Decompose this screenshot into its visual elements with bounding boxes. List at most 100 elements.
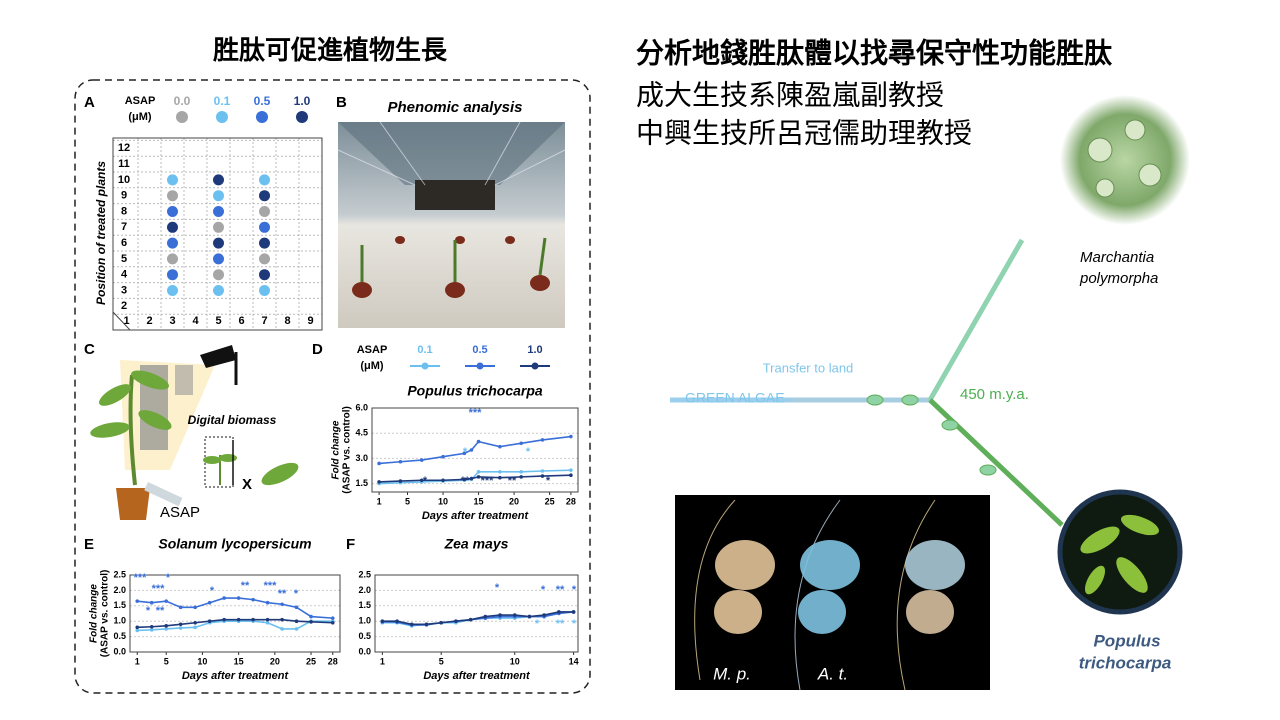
- data-point: [193, 625, 197, 630]
- data-point: [468, 617, 473, 622]
- x-tick-label: 1: [380, 656, 385, 666]
- data-point: [571, 610, 576, 614]
- chart-title: Zea mays: [444, 536, 509, 552]
- plant-marker: [167, 221, 178, 233]
- species-label: trichocarpa: [1079, 653, 1172, 672]
- x-tick-label: 5: [439, 656, 444, 666]
- data-point: [280, 627, 284, 631]
- data-point: [330, 620, 335, 625]
- panel-label: F: [346, 536, 355, 553]
- data-point: [476, 470, 481, 474]
- data-point: [280, 602, 284, 607]
- annotation: Digital biomass: [188, 413, 277, 427]
- data-point: [265, 617, 270, 622]
- data-point: [439, 620, 443, 625]
- significance-mark: *: [463, 446, 468, 458]
- y-tick-label: 2.5: [113, 569, 126, 579]
- legend-title: (μM): [128, 111, 152, 123]
- author-line: 中興生技所呂冠儒助理教授: [636, 117, 972, 150]
- data-point: [294, 627, 299, 631]
- significance-mark: *: [572, 584, 577, 596]
- y-axis-label: Fold change: [331, 420, 342, 479]
- data-point: [207, 619, 212, 623]
- data-point: [419, 478, 424, 483]
- x-tick-label: 1: [123, 315, 129, 327]
- legend-label: 0.1: [214, 94, 231, 108]
- significance-mark: ***: [134, 572, 148, 584]
- significance-mark: *: [423, 475, 428, 487]
- plot-frame: [371, 407, 579, 493]
- data-point: [236, 596, 241, 600]
- y-tick-label: 9: [121, 190, 127, 202]
- species-label: polymorpha: [1079, 270, 1158, 287]
- data-point: [527, 614, 532, 619]
- x-tick-label: 15: [234, 656, 244, 666]
- data-point: [512, 613, 517, 617]
- data-point: [498, 475, 502, 480]
- y-tick-label: 0.0: [358, 646, 371, 656]
- x-tick-label: 5: [405, 496, 410, 506]
- y-tick-label: 7: [121, 221, 127, 233]
- data-point: [569, 434, 573, 439]
- legend-marker: [531, 362, 539, 370]
- y-tick-label: 1.5: [113, 600, 126, 610]
- plant-marker: [259, 285, 270, 296]
- x-tick-label: 7: [261, 315, 267, 327]
- significance-mark: *: [572, 618, 577, 630]
- data-point: [540, 474, 545, 478]
- data-point: [309, 620, 313, 624]
- series-line: [137, 620, 333, 632]
- data-point: [540, 469, 545, 473]
- panel-label: D: [312, 341, 323, 358]
- data-point: [149, 600, 154, 605]
- greenhouse-photo: [337, 121, 566, 328]
- tree-label: Transfer to land: [763, 360, 854, 375]
- right-title: 分析地錢胜肽體以找尋保守性功能胜肽: [636, 37, 1113, 70]
- legend-marker: [421, 362, 429, 370]
- significance-mark: ***: [481, 475, 495, 487]
- y-tick-label: 6: [121, 237, 127, 249]
- data-point: [222, 596, 226, 600]
- y-tick-label: 4.5: [355, 428, 368, 438]
- data-point: [178, 605, 183, 610]
- plant-marker: [167, 253, 178, 265]
- x-tick-label: 3: [169, 315, 175, 327]
- data-point: [498, 470, 502, 474]
- y-tick-label: 3.0: [355, 453, 368, 463]
- data-point: [309, 614, 313, 619]
- y-axis-label: (ASAP vs. control): [100, 570, 111, 658]
- x-tick-label: 1: [377, 496, 382, 506]
- figure-frame: [74, 79, 591, 694]
- y-tick-label: 12: [118, 142, 130, 154]
- data-point: [476, 439, 481, 444]
- legend-title: ASAP: [125, 95, 156, 107]
- significance-mark: *: [526, 446, 531, 458]
- significance-mark: *: [535, 618, 540, 630]
- y-tick-label: 6.0: [355, 402, 368, 412]
- legend-marker: [256, 111, 268, 123]
- panel-label: E: [84, 536, 94, 553]
- plant-marker: [259, 190, 270, 202]
- data-point: [149, 624, 154, 629]
- data-point: [569, 468, 573, 472]
- data-point: [164, 599, 169, 603]
- data-point: [454, 619, 458, 623]
- data-point: [207, 600, 212, 605]
- data-point: [542, 613, 546, 617]
- y-tick-label: 1.5: [355, 478, 368, 488]
- y-tick-label: 1.0: [358, 616, 371, 626]
- legend-marker: [296, 111, 308, 123]
- x-tick-label: 10: [438, 496, 448, 506]
- grid-frame: [112, 137, 323, 331]
- data-point: [178, 622, 183, 627]
- y-tick-label: 5: [121, 253, 127, 265]
- y-tick-label: 2.5: [358, 569, 371, 579]
- plant-marker: [259, 206, 270, 217]
- x-tick-label: 8: [284, 315, 290, 327]
- data-point: [462, 477, 467, 482]
- data-point: [251, 617, 255, 622]
- data-point: [377, 480, 381, 484]
- data-point: [441, 454, 445, 459]
- panel-label: C: [84, 341, 95, 358]
